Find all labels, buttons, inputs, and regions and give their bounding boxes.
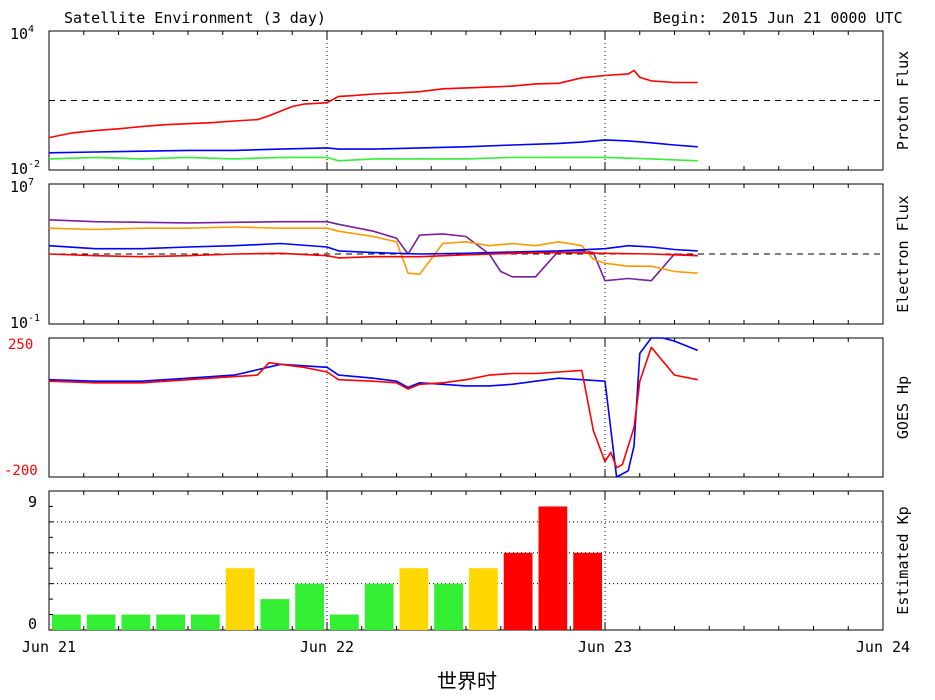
kp-ytick-top: 9	[28, 493, 37, 511]
begin-value: 2015 Jun 21 0000 UTC	[722, 9, 903, 27]
kp-frame	[48, 490, 884, 631]
goes_hp-panel: 250 -200 GOES Hp	[4, 337, 912, 479]
proton-series-0	[48, 69, 698, 139]
kp-bar	[573, 552, 602, 630]
proton-ytick-bottom-exponent: -2	[28, 159, 40, 170]
kp-bar	[503, 552, 533, 630]
x-tick-label: Jun 23	[578, 638, 632, 656]
x-axis-title: 世界时	[437, 669, 497, 693]
goes_hp-series-0	[48, 337, 699, 478]
goes_hp-ytick-top: 250	[8, 337, 33, 353]
begin-label: Begin:	[653, 9, 707, 27]
kp-ytick-bottom: 0	[28, 615, 37, 633]
x-axis: Jun 21 Jun 22 Jun 23 Jun 24	[22, 638, 910, 656]
goes_hp-ylabel: GOES Hp	[894, 376, 912, 439]
electron-ytick-bottom: 10	[10, 314, 28, 332]
electron-series-2	[48, 242, 698, 255]
electron-series-0	[48, 219, 698, 282]
proton-ylabel: Proton Flux	[894, 51, 912, 150]
x-tick-label: Jun 24	[856, 638, 910, 656]
proton-ytick-top: 10	[10, 25, 28, 43]
proton-series-1	[48, 139, 698, 154]
chart-header: Satellite Environment (3 day) Begin: 201…	[64, 9, 903, 27]
goes_hp-series-1	[48, 346, 698, 469]
kp-bar	[399, 568, 429, 630]
proton-series-2	[48, 156, 698, 162]
kp-bar	[330, 614, 359, 630]
kp-bar	[86, 614, 116, 630]
goes_hp-frame	[48, 337, 884, 478]
kp-bar	[434, 583, 463, 630]
chart-title: Satellite Environment (3 day)	[64, 9, 326, 27]
kp-bar	[52, 614, 81, 630]
electron-ytick-top: 10	[10, 178, 28, 196]
kp-bar	[121, 614, 151, 630]
kp-bar	[156, 614, 185, 630]
proton-ytick-top-exponent: 4	[28, 24, 34, 35]
electron-series-3	[48, 251, 698, 259]
kp-bar	[191, 614, 220, 630]
kp-bar	[295, 583, 324, 630]
electron-ylabel: Electron Flux	[894, 195, 912, 312]
x-tick-label: Jun 22	[300, 638, 354, 656]
kp-bar	[260, 599, 290, 630]
kp-bar	[364, 583, 394, 630]
kp-ylabel: Estimated Kp	[894, 506, 912, 614]
kp-bar	[469, 568, 498, 630]
x-tick-label: Jun 21	[22, 638, 76, 656]
electron-series-1	[48, 226, 698, 275]
kp-bar	[225, 568, 255, 630]
goes_hp-ytick-bottom: -200	[4, 463, 38, 479]
electron-ytick-top-exponent: 7	[28, 177, 34, 188]
kp-panel: 9 0 Estimated Kp	[28, 490, 912, 633]
kp-bar	[538, 506, 568, 630]
electron-ytick-bottom-exponent: -1	[28, 313, 40, 324]
proton-ytick-bottom: 10	[10, 160, 28, 178]
